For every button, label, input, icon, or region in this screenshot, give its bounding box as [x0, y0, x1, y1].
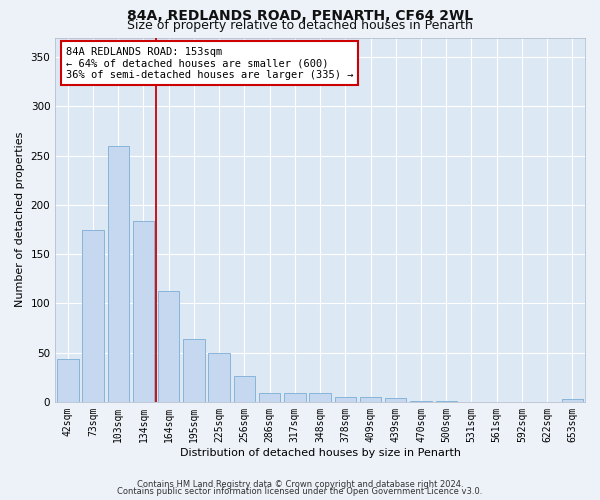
Text: Contains public sector information licensed under the Open Government Licence v3: Contains public sector information licen…	[118, 487, 482, 496]
Text: Contains HM Land Registry data © Crown copyright and database right 2024.: Contains HM Land Registry data © Crown c…	[137, 480, 463, 489]
Bar	[410, 401, 432, 402]
Bar	[259, 393, 280, 402]
X-axis label: Distribution of detached houses by size in Penarth: Distribution of detached houses by size …	[179, 448, 461, 458]
Bar	[208, 352, 230, 402]
Text: Size of property relative to detached houses in Penarth: Size of property relative to detached ho…	[127, 19, 473, 32]
Bar	[133, 220, 154, 402]
Bar	[436, 401, 457, 402]
Y-axis label: Number of detached properties: Number of detached properties	[15, 132, 25, 308]
Bar	[360, 397, 381, 402]
Text: 84A REDLANDS ROAD: 153sqm
← 64% of detached houses are smaller (600)
36% of semi: 84A REDLANDS ROAD: 153sqm ← 64% of detac…	[66, 46, 353, 80]
Bar	[385, 398, 406, 402]
Bar	[233, 376, 255, 402]
Text: 84A, REDLANDS ROAD, PENARTH, CF64 2WL: 84A, REDLANDS ROAD, PENARTH, CF64 2WL	[127, 9, 473, 23]
Bar	[335, 397, 356, 402]
Bar	[82, 230, 104, 402]
Bar	[183, 339, 205, 402]
Bar	[107, 146, 129, 402]
Bar	[562, 399, 583, 402]
Bar	[158, 290, 179, 402]
Bar	[310, 393, 331, 402]
Bar	[57, 358, 79, 402]
Bar	[284, 393, 305, 402]
